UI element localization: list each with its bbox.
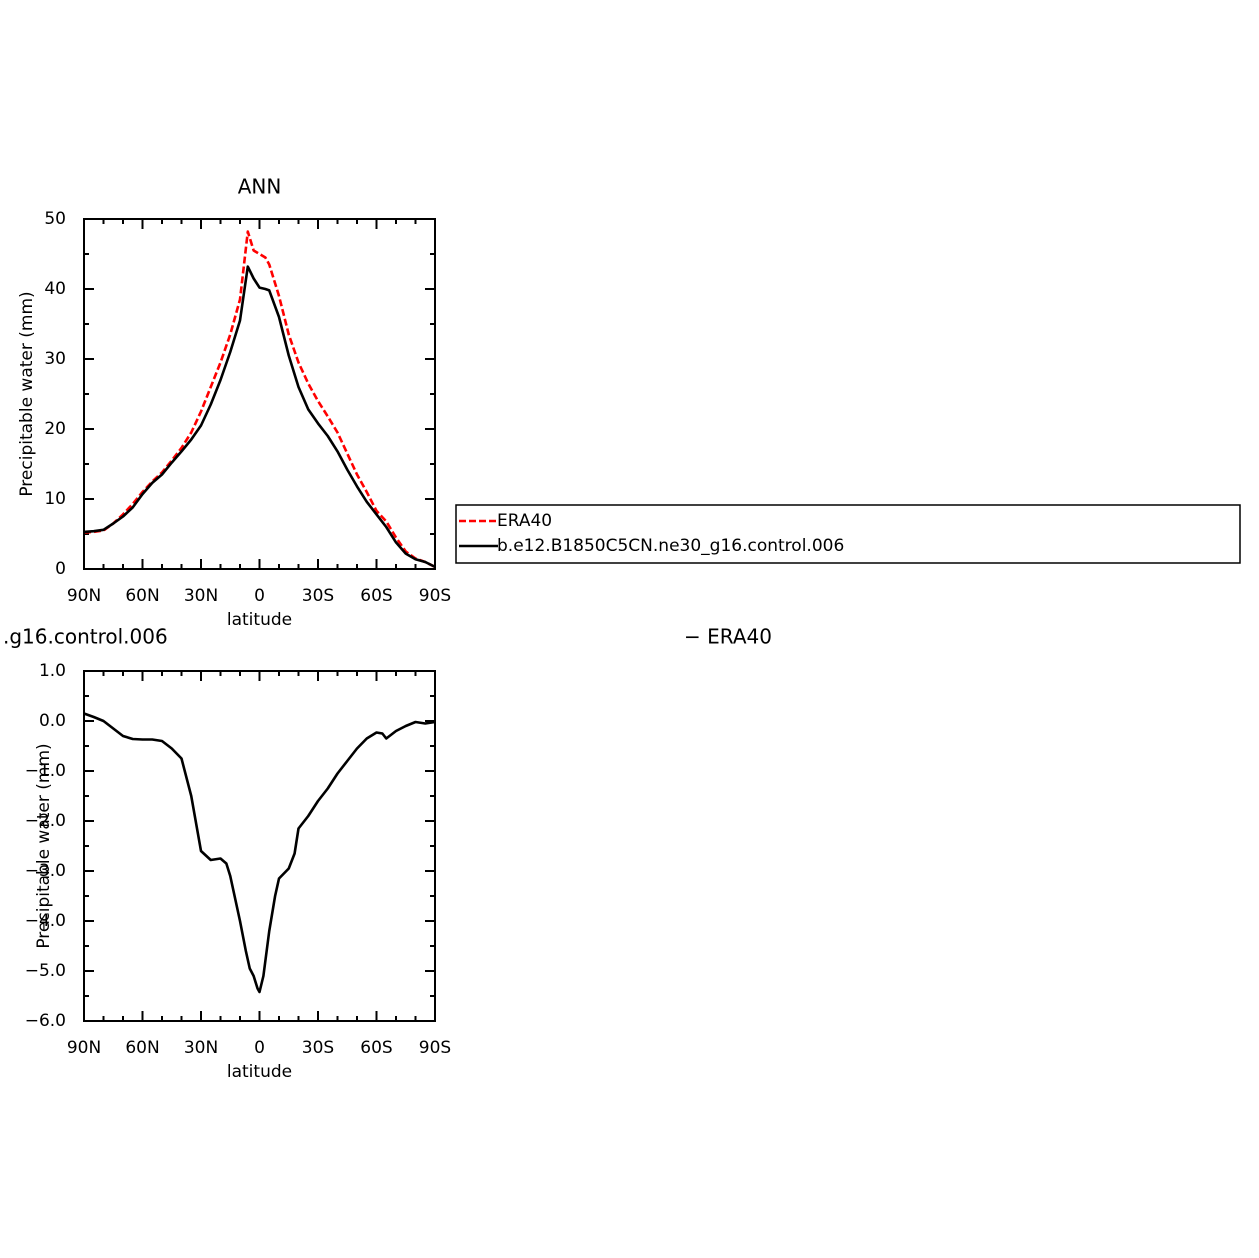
x-tick-label: 60S	[360, 586, 392, 606]
y-tick-label: 0	[55, 559, 66, 579]
x-tick-label: 60N	[125, 1038, 159, 1058]
y-tick-label: −1.0	[25, 761, 66, 781]
legend-label: b.e12.B1850C5CN.ne30_g16.control.006	[497, 536, 844, 556]
chart-title: ANN	[238, 175, 282, 199]
x-tick-label: 90N	[67, 586, 101, 606]
y-tick-label: 20	[44, 419, 66, 439]
x-tick-label: 60N	[125, 586, 159, 606]
y-tick-label: −6.0	[25, 1011, 66, 1031]
x-axis-label: latitude	[227, 610, 292, 630]
x-tick-label: 0	[254, 1038, 265, 1058]
y-tick-label: −5.0	[25, 961, 66, 981]
x-tick-label: 30S	[302, 586, 334, 606]
legend-box	[455, 504, 1241, 564]
x-tick-label: 30N	[184, 1038, 218, 1058]
chart-title: − ERA40	[684, 625, 772, 649]
y-tick-label: 10	[44, 489, 66, 509]
y-tick-label: 1.0	[39, 661, 66, 681]
y-tick-label: 0.0	[39, 711, 66, 731]
legend-label: ERA40	[497, 511, 552, 531]
x-tick-label: 60S	[360, 1038, 392, 1058]
x-tick-label: 90S	[419, 1038, 451, 1058]
data-line	[83, 265, 436, 569]
y-axis-label: Precipitable water (mm)	[34, 743, 54, 948]
y-tick-label: 50	[44, 209, 66, 229]
y-tick-label: 40	[44, 279, 66, 299]
plot-frame	[83, 218, 436, 570]
x-tick-label: 30S	[302, 1038, 334, 1058]
data-line	[83, 230, 436, 569]
x-tick-label: 90S	[419, 586, 451, 606]
x-tick-label: 90N	[67, 1038, 101, 1058]
y-axis-label-clip: Precipitable water (mm)	[34, 743, 54, 948]
x-tick-label: 30N	[184, 586, 218, 606]
plot-frame	[83, 670, 436, 1022]
y-tick-label: −3.0	[25, 861, 66, 881]
x-axis-label: latitude	[227, 1062, 292, 1082]
x-tick-label: 0	[254, 586, 265, 606]
y-tick-label: −4.0	[25, 911, 66, 931]
data-line	[83, 712, 436, 994]
chart-title: .g16.control.006	[3, 625, 168, 649]
y-tick-label: −2.0	[25, 811, 66, 831]
y-tick-label: 30	[44, 349, 66, 369]
y-axis-label: Precipitable water (mm)	[17, 291, 37, 496]
